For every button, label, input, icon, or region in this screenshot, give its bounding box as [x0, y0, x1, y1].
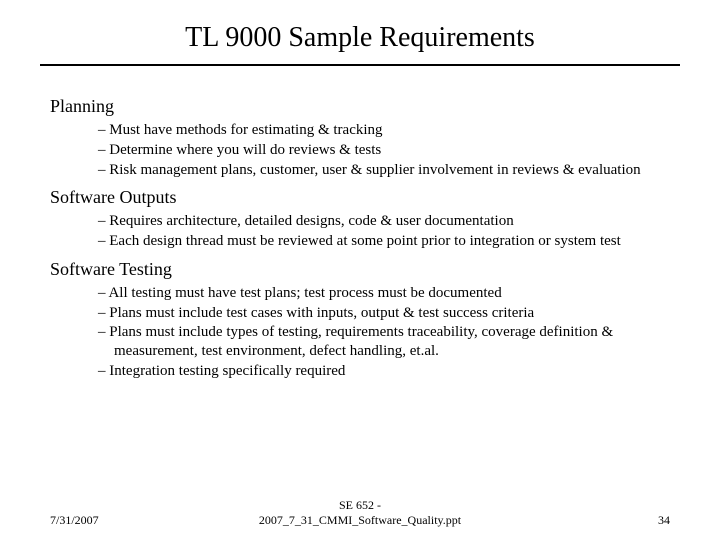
content-area: Planning Must have methods for estimatin… — [0, 66, 720, 381]
list-item: Plans must include types of testing, req… — [98, 323, 670, 361]
bullet-list-planning: Must have methods for estimating & track… — [50, 121, 670, 179]
footer-page-number: 34 — [658, 513, 670, 528]
section-heading-planning: Planning — [50, 96, 670, 117]
list-item: Integration testing specifically require… — [98, 362, 670, 381]
list-item: Each design thread must be reviewed at s… — [98, 232, 670, 251]
list-item: All testing must have test plans; test p… — [98, 284, 670, 303]
bullet-list-outputs: Requires architecture, detailed designs,… — [50, 212, 670, 251]
slide: TL 9000 Sample Requirements Planning Mus… — [0, 0, 720, 540]
list-item: Risk management plans, customer, user & … — [98, 161, 670, 180]
footer-center: SE 652 - 2007_7_31_CMMI_Software_Quality… — [50, 498, 670, 528]
bullet-list-testing: All testing must have test plans; test p… — [50, 284, 670, 381]
footer-date: 7/31/2007 — [50, 513, 99, 528]
list-item: Determine where you will do reviews & te… — [98, 141, 670, 160]
section-heading-testing: Software Testing — [50, 259, 670, 280]
list-item: Plans must include test cases with input… — [98, 304, 670, 323]
slide-title: TL 9000 Sample Requirements — [0, 0, 720, 64]
footer: 7/31/2007 SE 652 - 2007_7_31_CMMI_Softwa… — [0, 498, 720, 528]
section-heading-outputs: Software Outputs — [50, 187, 670, 208]
list-item: Requires architecture, detailed designs,… — [98, 212, 670, 231]
footer-center-line2: 2007_7_31_CMMI_Software_Quality.ppt — [259, 513, 461, 527]
footer-center-line1: SE 652 - — [339, 498, 381, 512]
list-item: Must have methods for estimating & track… — [98, 121, 670, 140]
